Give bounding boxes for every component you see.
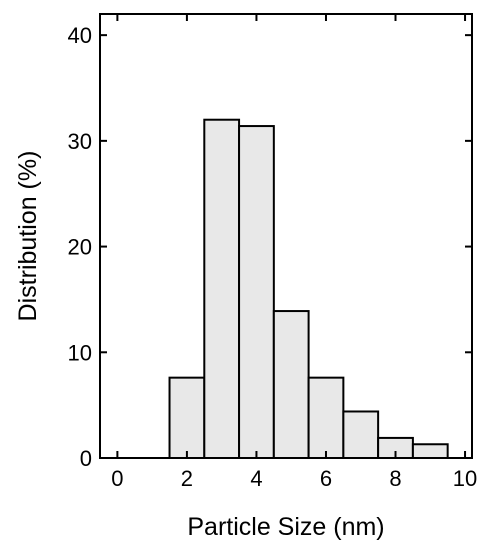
- y-tick-label-10: 10: [68, 340, 92, 365]
- x-tick-label-4: 4: [250, 466, 262, 491]
- y-tick-label-0: 0: [80, 446, 92, 471]
- bars-layer: [168, 118, 449, 460]
- histogram-bar-4: [238, 125, 275, 460]
- y-tick-label-30: 30: [68, 129, 92, 154]
- histogram-bar-9: [411, 443, 449, 459]
- x-tick-label-10: 10: [453, 466, 477, 491]
- y-tick-label-40: 40: [68, 23, 92, 48]
- histogram-bar-5: [272, 310, 310, 459]
- histogram-bar-2: [168, 376, 206, 459]
- ticks-layer: [100, 14, 472, 459]
- histogram-bar-7: [342, 410, 380, 460]
- tick-labels-layer: 0 2 4 6 8 10 0 10 20 30 40: [68, 23, 478, 491]
- x-tick-label-8: 8: [389, 466, 401, 491]
- y-tick-label-20: 20: [68, 235, 92, 260]
- y-axis-title: Distribution (%): [14, 151, 42, 322]
- plot-frame: [99, 13, 473, 459]
- x-tick-label-0: 0: [111, 466, 123, 491]
- histogram-bar-3: [203, 118, 241, 459]
- x-axis-title: Particle Size (nm): [187, 513, 384, 541]
- x-tick-label-6: 6: [320, 466, 332, 491]
- histogram-bar-6: [307, 376, 345, 459]
- x-tick-label-2: 2: [181, 466, 193, 491]
